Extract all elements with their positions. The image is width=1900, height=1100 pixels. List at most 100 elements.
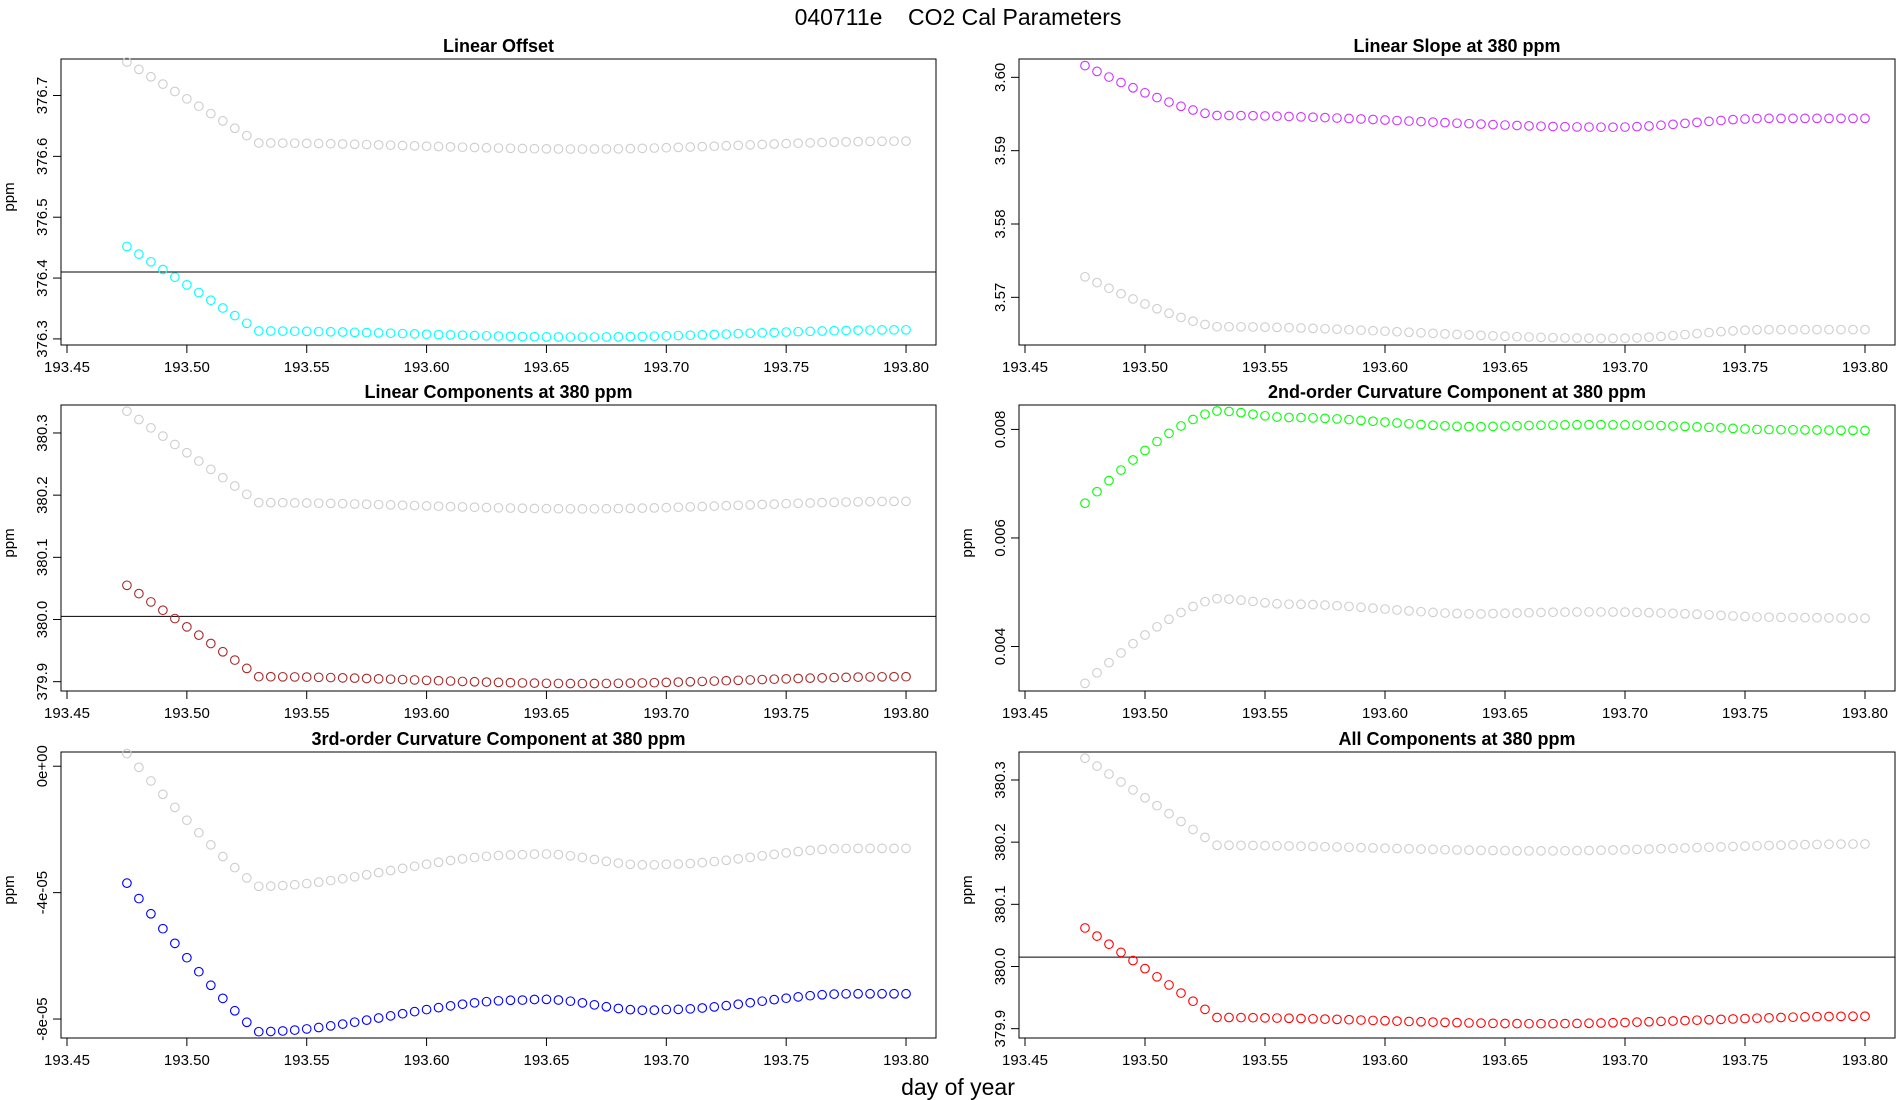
data-point-reference — [1416, 844, 1426, 854]
data-point-reference — [805, 498, 815, 508]
data-point-current — [433, 329, 444, 340]
data-point-reference — [805, 845, 815, 856]
data-point-current — [661, 677, 672, 688]
data-point-current — [1092, 931, 1102, 941]
data-point-reference — [433, 501, 444, 512]
data-point-reference — [589, 854, 600, 865]
data-point-reference — [865, 843, 875, 854]
data-point-reference — [1332, 324, 1342, 335]
data-point-reference — [1440, 329, 1450, 339]
x-tick-label: 193.65 — [1482, 1052, 1528, 1069]
data-point-reference — [253, 497, 264, 508]
data-point-reference — [1080, 678, 1090, 689]
data-point-reference — [1272, 598, 1282, 609]
data-point-reference — [1644, 332, 1654, 343]
data-point-reference — [541, 503, 552, 514]
data-point-current — [1296, 412, 1306, 423]
data-point-reference — [1248, 840, 1258, 851]
data-point-reference — [625, 859, 636, 870]
data-point-reference — [265, 138, 276, 148]
data-point-reference — [1764, 324, 1774, 335]
data-point-reference — [601, 503, 612, 514]
data-point-current — [205, 980, 216, 991]
data-point-reference — [385, 500, 396, 510]
data-point-reference — [1512, 845, 1522, 856]
data-point-reference — [241, 489, 252, 500]
data-point-current — [697, 676, 708, 687]
data-point-reference — [1260, 322, 1270, 332]
data-point-current — [1164, 428, 1174, 439]
data-point-reference — [1104, 769, 1114, 779]
data-point-reference — [1116, 777, 1126, 787]
data-point-current — [1752, 113, 1762, 124]
data-point-current — [182, 952, 192, 963]
data-point-current — [457, 999, 468, 1010]
data-point-current — [1716, 423, 1726, 433]
data-point-current — [697, 1003, 708, 1013]
data-point-current — [1656, 120, 1666, 131]
data-point-current — [1332, 1014, 1342, 1025]
data-point-current — [1620, 1017, 1630, 1028]
data-point-current — [170, 272, 180, 283]
data-point-current — [577, 332, 588, 342]
panel-title: All Components at 380 ppm — [1338, 729, 1575, 749]
data-point-current — [505, 995, 516, 1006]
data-point-current — [1632, 121, 1642, 132]
data-point-current — [1536, 1018, 1546, 1029]
data-point-reference — [1236, 595, 1246, 606]
data-point-current — [409, 1006, 420, 1017]
data-point-current — [1632, 1017, 1642, 1027]
data-point-reference — [721, 500, 732, 511]
data-point-reference — [877, 843, 887, 854]
y-tick-label: 376.5 — [34, 198, 51, 236]
data-point-reference — [757, 850, 768, 861]
data-point-reference — [1428, 328, 1438, 339]
data-point-reference — [625, 503, 636, 514]
data-point-reference — [1284, 322, 1294, 333]
plot-frame — [1018, 751, 1896, 1039]
panel-2: Linear Slope at 380 ppm 193.45 193.50 193.5… — [992, 36, 1896, 376]
data-point-reference — [1176, 607, 1186, 618]
figure-title: 040711e CO2 Cal Parameters — [795, 4, 1122, 30]
data-point-reference — [781, 847, 792, 858]
data-point-current — [325, 1021, 336, 1031]
data-point-current — [1584, 1018, 1594, 1029]
data-point-reference — [1584, 607, 1594, 617]
data-point-current — [445, 330, 456, 340]
data-point-reference — [1332, 600, 1342, 611]
data-point-current — [481, 677, 492, 687]
data-point-reference — [577, 852, 588, 863]
x-tick-label: 193.45 — [1002, 705, 1048, 722]
data-point-current — [637, 1005, 648, 1016]
data-point-reference — [469, 142, 480, 153]
data-point-reference — [1656, 843, 1666, 854]
data-point-reference — [1080, 753, 1090, 764]
data-point-reference — [805, 137, 815, 148]
data-point-reference — [1284, 841, 1294, 851]
data-point-current — [517, 995, 528, 1005]
x-tick-label: 193.60 — [404, 705, 450, 722]
data-point-reference — [1260, 597, 1270, 608]
data-point-reference — [1524, 332, 1534, 342]
data-point-reference — [817, 137, 827, 148]
x-tick-label: 193.70 — [1602, 1052, 1648, 1069]
data-point-reference — [1800, 612, 1810, 623]
data-point-reference — [337, 873, 348, 884]
data-point-reference — [1296, 599, 1306, 610]
data-point-current — [1764, 424, 1774, 435]
x-tick-label: 193.60 — [404, 1052, 450, 1069]
data-point-reference — [1584, 333, 1594, 344]
data-point-reference — [1776, 612, 1786, 623]
data-point-reference — [529, 503, 540, 514]
data-point-reference — [1188, 601, 1198, 612]
data-point-reference — [1644, 844, 1654, 854]
data-point-reference — [1728, 841, 1738, 852]
data-point-current — [229, 655, 240, 665]
data-point-reference — [637, 143, 648, 154]
data-point-current — [841, 325, 851, 336]
data-point-current — [577, 997, 588, 1008]
data-point-current — [1272, 111, 1282, 122]
data-point-current — [1596, 122, 1606, 133]
x-tick-label: 193.60 — [1362, 705, 1408, 722]
data-point-current — [1800, 1012, 1810, 1022]
